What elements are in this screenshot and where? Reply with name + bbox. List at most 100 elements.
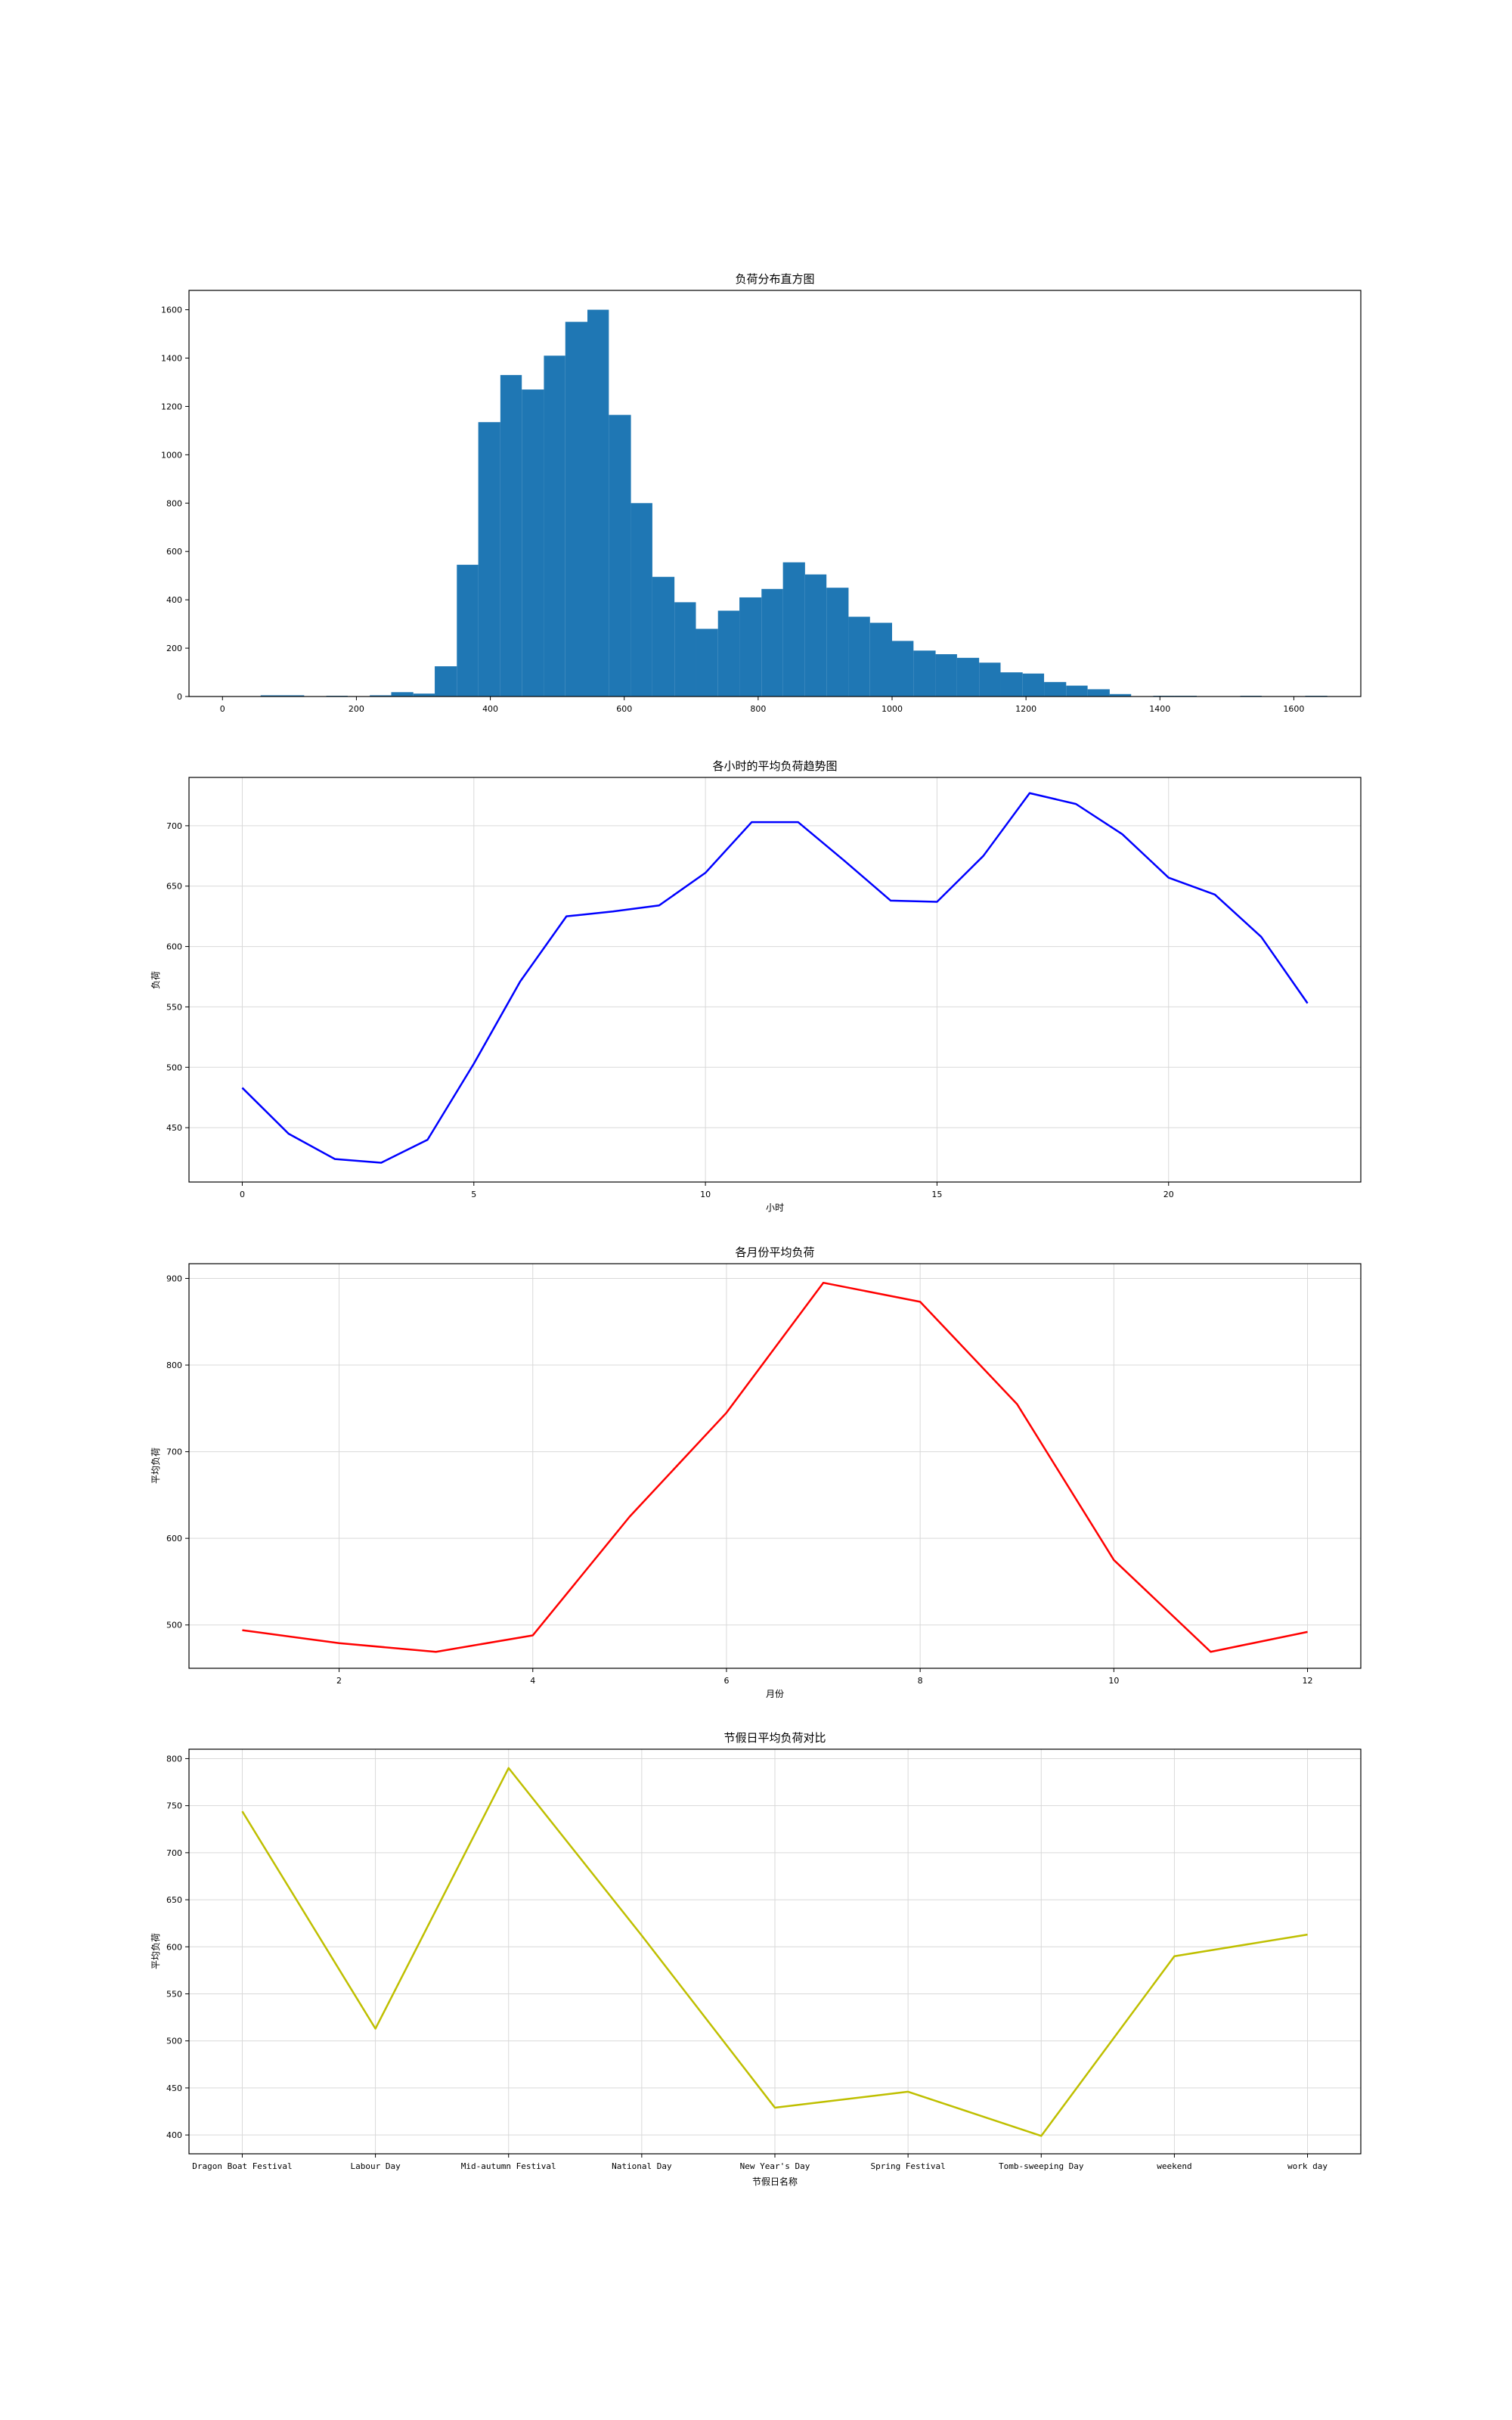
histogram-bar [674, 602, 696, 697]
histogram-bar [739, 597, 762, 697]
y-tick-label: 700 [166, 1447, 182, 1457]
y-tick-label: 800 [166, 498, 182, 508]
x-tick-label: Dragon Boat Festival [192, 2161, 292, 2171]
histogram-bar [1066, 685, 1088, 697]
histogram-bar [609, 414, 631, 697]
y-tick-label: 450 [166, 2083, 182, 2093]
histogram-bar [435, 666, 457, 697]
histogram-bar [631, 503, 652, 697]
histogram-bar [935, 654, 957, 697]
y-tick-label: 500 [166, 1063, 182, 1072]
x-tick-label: 10 [1108, 1676, 1119, 1686]
x-tick-label: 600 [616, 704, 632, 714]
histogram-bar [413, 693, 435, 697]
histogram-bar [782, 562, 805, 697]
y-tick-label: 200 [166, 644, 182, 653]
x-tick-label: 0 [220, 704, 225, 714]
hourly-title: 各小时的平均负荷趋势图 [712, 759, 837, 773]
monthly-frame [188, 1263, 1362, 1669]
histogram-bar [1044, 681, 1067, 697]
y-tick-label: 900 [166, 1274, 182, 1283]
histogram-bar [1022, 673, 1045, 697]
histogram-bar [522, 389, 544, 697]
histogram-bar [761, 588, 783, 697]
x-tick-label: 12 [1303, 1676, 1313, 1686]
histogram-bar [283, 695, 305, 697]
x-tick-label: 4 [530, 1676, 535, 1686]
histogram-bar [565, 321, 587, 697]
y-tick-label: 0 [177, 692, 182, 702]
histogram-bar [804, 574, 827, 697]
histogram-bar [370, 695, 392, 697]
y-tick-label: 800 [166, 1360, 182, 1370]
x-tick-label: Labour Day [350, 2161, 401, 2171]
y-tick-label: 600 [166, 547, 182, 557]
y-tick-label: 500 [166, 1621, 182, 1630]
monthly-ylabel: 平均负荷 [150, 1447, 161, 1484]
histogram-bar [696, 628, 718, 697]
x-tick-label: work day [1287, 2161, 1328, 2171]
x-tick-label: 800 [750, 704, 766, 714]
hourly-ylabel: 负荷 [150, 971, 161, 989]
histogram-bar [500, 374, 522, 697]
histogram-bar [544, 355, 565, 697]
series-line [242, 1281, 1308, 1653]
histogram-bar [1000, 672, 1023, 697]
y-tick-label: 1400 [161, 354, 182, 364]
y-tick-label: 800 [166, 1754, 182, 1764]
histogram-bar [979, 662, 1001, 697]
hourly-panel: 各小时的平均负荷趋势图 450 500 550 600 650 700 0 5 10 15 20 小… [150, 759, 1362, 1213]
x-tick-label: weekend [1157, 2161, 1191, 2171]
histogram-bar [956, 657, 980, 697]
x-tick-label: 1400 [1149, 704, 1170, 714]
holiday-frame [188, 1748, 1362, 2155]
y-tick-label: 450 [166, 1123, 182, 1133]
y-tick-label: 600 [166, 1942, 182, 1952]
y-tick-label: 1000 [161, 450, 182, 460]
x-tick-label: New Year's Day [740, 2161, 810, 2171]
histogram-bar [1087, 689, 1110, 697]
x-tick-label: 2 [336, 1676, 342, 1686]
x-tick-label: 1000 [881, 704, 903, 714]
histogram-bar [826, 588, 849, 697]
x-tick-label: 20 [1163, 1190, 1174, 1199]
monthly-xlabel: 月份 [766, 1689, 784, 1699]
x-tick-label: Spring Festival [870, 2161, 945, 2171]
x-tick-label: National Day [612, 2161, 672, 2171]
holiday-title: 节假日平均负荷对比 [723, 1731, 826, 1745]
histogram-panel: 负荷分布直方图 0 200 400 600 800 1000 1200 1400 1600 0 20… [161, 272, 1362, 714]
y-tick-label: 600 [166, 942, 182, 952]
histogram-bar [717, 610, 740, 697]
x-tick-label: 6 [723, 1676, 729, 1686]
histogram-bar [391, 692, 414, 697]
x-tick-label: 0 [240, 1190, 245, 1199]
y-tick-label: 650 [166, 1895, 182, 1905]
histogram-frame [188, 290, 1362, 697]
series-line [241, 792, 1309, 1164]
x-tick-label: 15 [931, 1190, 942, 1199]
histogram-bar [478, 422, 500, 697]
histogram-bar [913, 650, 936, 697]
x-tick-label: 10 [700, 1190, 711, 1199]
x-tick-label: 400 [482, 704, 498, 714]
y-tick-label: 1200 [161, 402, 182, 411]
y-tick-label: 1600 [161, 306, 182, 315]
y-tick-label: 700 [166, 1848, 182, 1858]
holiday-xlabel: 节假日名称 [752, 2176, 798, 2187]
y-tick-label: 750 [166, 1801, 182, 1811]
histogram-bar [260, 695, 283, 697]
x-tick-label: 5 [471, 1190, 476, 1199]
hourly-frame [188, 777, 1362, 1183]
monthly-title: 各月份平均负荷 [735, 1246, 814, 1259]
y-tick-label: 500 [166, 2037, 182, 2046]
x-tick-label: 8 [918, 1676, 923, 1686]
histogram-bar [892, 641, 914, 697]
histogram-bar [587, 309, 609, 697]
monthly-panel: 各月份平均负荷 500 600 700 800 900 2 4 6 8 10 12 月份 平均负荷 [150, 1246, 1362, 1699]
y-tick-label: 600 [166, 1534, 182, 1544]
hourly-xlabel: 小时 [766, 1202, 784, 1213]
y-tick-label: 400 [166, 595, 182, 605]
y-tick-label: 550 [166, 1989, 182, 1999]
histogram-bar [652, 576, 675, 697]
holiday-ylabel: 平均负荷 [150, 1933, 161, 1969]
